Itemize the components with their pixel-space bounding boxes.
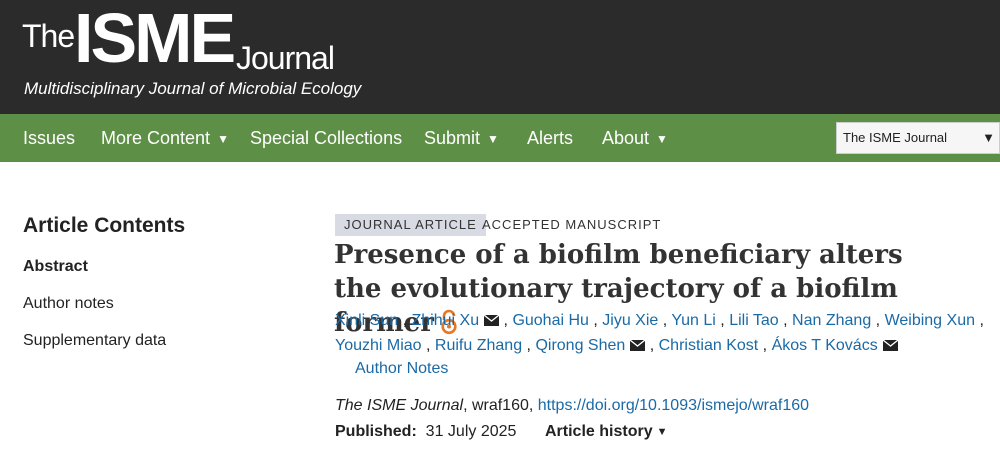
- nav-alerts-label: Alerts: [527, 128, 574, 148]
- author-link[interactable]: Jiyu Xie: [602, 312, 659, 329]
- citation-journal-name: The ISME Journal: [335, 397, 464, 414]
- mail-icon[interactable]: [484, 315, 500, 326]
- journal-select[interactable]: The ISME Journal ▼: [836, 122, 1000, 154]
- author-link[interactable]: Weibing Xun: [884, 312, 975, 329]
- nav-alerts[interactable]: Alerts: [527, 114, 573, 162]
- caret-down-icon: ▼: [656, 132, 668, 146]
- masthead: The ISME Journal Multidisciplinary Journ…: [0, 0, 1000, 114]
- caret-down-icon: ▼: [217, 132, 229, 146]
- nav-more-content[interactable]: More Content ▼: [101, 114, 229, 162]
- logo-the-text: The: [22, 18, 75, 54]
- author-link[interactable]: Youzhi Miao: [335, 337, 422, 354]
- article-history-toggle[interactable]: Article history ▼: [545, 423, 667, 441]
- sidebar-item-abstract[interactable]: Abstract: [23, 258, 88, 275]
- author-link[interactable]: Ákos T Kovács: [771, 337, 878, 354]
- nav-submit[interactable]: Submit ▼: [424, 114, 499, 162]
- author-link[interactable]: Nan Zhang: [792, 312, 872, 329]
- nav-about-label: About: [602, 128, 650, 148]
- article-type-badge: JOURNAL ARTICLE: [335, 214, 486, 236]
- author-link[interactable]: Ruifu Zhang: [434, 337, 523, 354]
- nav-more-content-label: More Content: [101, 128, 211, 148]
- sidebar-item-supplementary-data[interactable]: Supplementary data: [23, 332, 167, 349]
- nav-special-collections-label: Special Collections: [250, 128, 403, 148]
- author-link[interactable]: Yun Li: [671, 312, 716, 329]
- doi-link[interactable]: https://doi.org/10.1093/ismejo/wraf160: [537, 397, 810, 414]
- author-notes-link[interactable]: Author Notes: [355, 360, 449, 377]
- nav-submit-label: Submit: [424, 128, 481, 148]
- article-title: Presence of a biofilm beneficiary alters…: [334, 238, 934, 344]
- author-link[interactable]: Guohai Hu: [512, 312, 589, 329]
- nav-special-collections[interactable]: Special Collections: [250, 114, 402, 162]
- main-nav: Issues More Content ▼ Special Collections…: [0, 114, 1000, 162]
- citation-line: The ISME Journal, wraf160, https://doi.o…: [335, 397, 809, 415]
- author-link[interactable]: Xinli Sun: [335, 312, 399, 329]
- journal-tagline: Multidisciplinary Journal of Microbial E…: [24, 79, 362, 98]
- author-link[interactable]: Christian Kost: [658, 337, 759, 354]
- manuscript-status: ACCEPTED MANUSCRIPT: [482, 217, 662, 232]
- nav-issues-label: Issues: [23, 128, 76, 148]
- mail-icon[interactable]: [630, 340, 646, 351]
- journal-select-value: The ISME Journal: [843, 130, 948, 145]
- author-list: Xinli Sun , Zhihui Xu , Guohai Hu , Jiyu…: [335, 312, 984, 354]
- published-line: Published: 31 July 2025: [335, 423, 516, 441]
- article-contents-heading: Article Contents: [23, 214, 186, 237]
- article-history-label: Article history: [545, 423, 653, 440]
- mail-icon[interactable]: [882, 340, 898, 351]
- logo-isme-text: ISME: [74, 0, 236, 77]
- nav-issues[interactable]: Issues: [23, 114, 75, 162]
- nav-about[interactable]: About ▼: [602, 114, 668, 162]
- published-label: Published:: [335, 423, 417, 440]
- article-title-text: Presence of a biofilm beneficiary alters…: [334, 240, 903, 338]
- logo-journal-text: Journal: [236, 40, 335, 76]
- caret-down-icon: ▼: [656, 426, 668, 438]
- published-date: 31 July 2025: [425, 423, 517, 440]
- caret-down-icon: ▼: [982, 130, 995, 145]
- author-link[interactable]: Zhihui Xu: [411, 312, 480, 329]
- author-link[interactable]: Lili Tao: [729, 312, 779, 329]
- sidebar-item-author-notes[interactable]: Author notes: [23, 295, 114, 312]
- caret-down-icon: ▼: [487, 132, 499, 146]
- citation-article-id: , wraf160,: [463, 397, 538, 414]
- open-access-icon: [440, 309, 458, 344]
- author-link[interactable]: Qirong Shen: [535, 337, 626, 354]
